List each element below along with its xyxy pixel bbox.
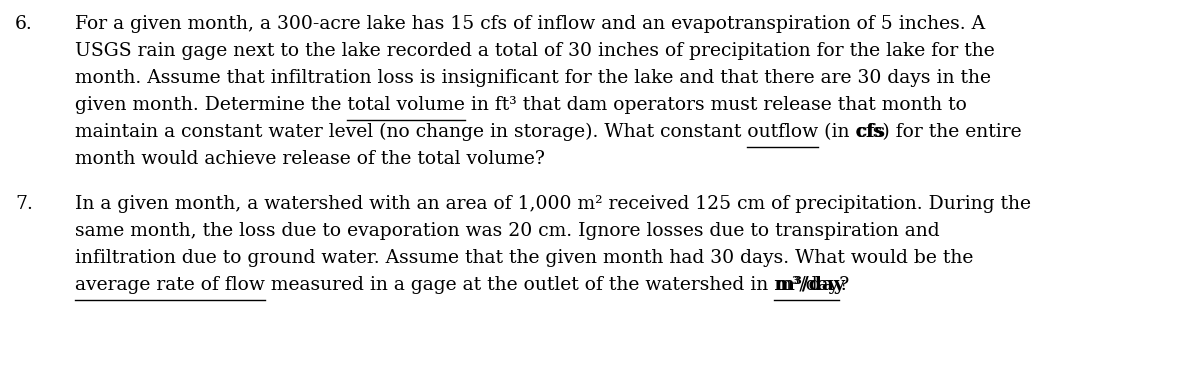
Text: same month, the loss due to evaporation was 20 cm. Ignore losses due to transpir: same month, the loss due to evaporation …: [74, 222, 940, 240]
Text: maintain a constant water level (no change in storage). What constant outflow (i: maintain a constant water level (no chan…: [74, 123, 1021, 141]
Text: average rate of flow measured in a gage at the outlet of the watershed in m³/day: average rate of flow measured in a gage …: [74, 276, 850, 294]
Text: USGS rain gage next to the lake recorded a total of 30 inches of precipitation f: USGS rain gage next to the lake recorded…: [74, 42, 995, 60]
Text: For a given month, a 300-acre lake has 15 cfs of inflow and an evapotranspiratio: For a given month, a 300-acre lake has 1…: [74, 15, 985, 33]
Text: infiltration due to ground water. Assume that the given month had 30 days. What : infiltration due to ground water. Assume…: [74, 249, 973, 267]
Text: 7.: 7.: [14, 195, 32, 213]
Text: month. Assume that infiltration loss is insignificant for the lake and that ther: month. Assume that infiltration loss is …: [74, 69, 991, 87]
Text: given month. Determine the total volume in ft³ that dam operators must release t: given month. Determine the total volume …: [74, 96, 967, 114]
Text: 6.: 6.: [14, 15, 32, 33]
Text: cfs: cfs: [856, 123, 886, 141]
Text: In a given month, a watershed with an area of 1,000 m² received 125 cm of precip: In a given month, a watershed with an ar…: [74, 195, 1031, 213]
Text: month would achieve release of the total volume?: month would achieve release of the total…: [74, 150, 545, 168]
Text: m³/day: m³/day: [774, 276, 845, 294]
